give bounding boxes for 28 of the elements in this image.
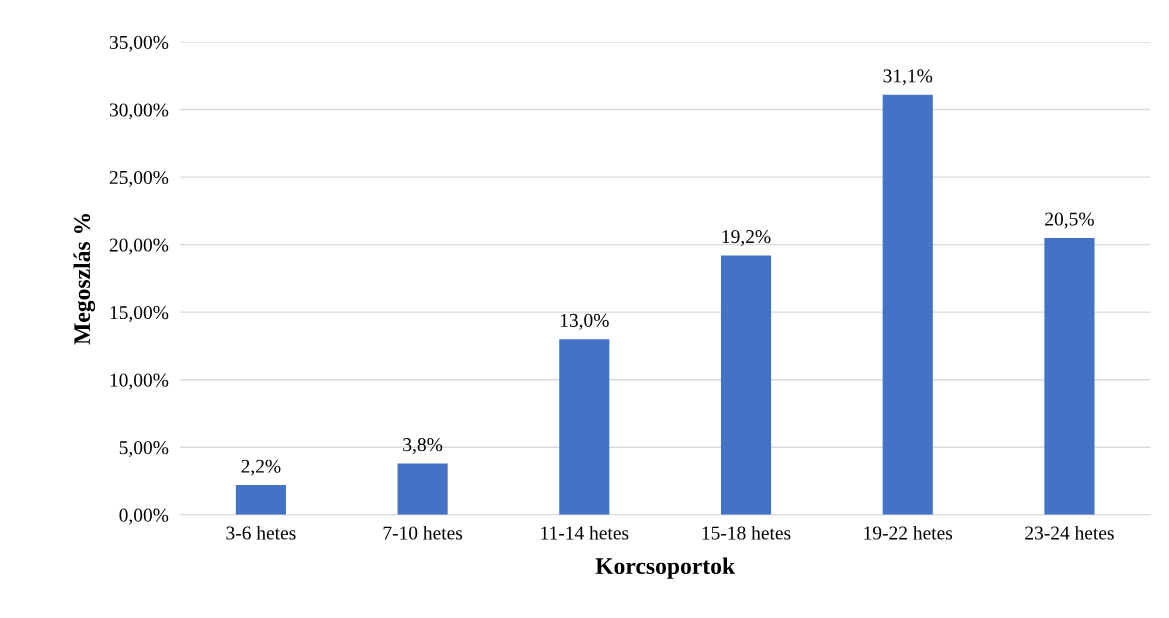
x-tick-label: 3-6 hetes xyxy=(226,525,296,540)
data-label: 31,1% xyxy=(883,69,933,86)
y-tick-label: 35,00% xyxy=(109,35,169,52)
x-tick-label: 11-14 hetes xyxy=(541,525,629,540)
x-tick-label: 15-18 hetes xyxy=(702,525,791,540)
y-tick-label: 15,00% xyxy=(110,305,169,322)
bar xyxy=(235,485,286,515)
x-tick-label: 19-22 hetes xyxy=(864,525,953,540)
y-tick-label: 25,00% xyxy=(109,170,169,187)
bar xyxy=(1044,237,1095,515)
bar xyxy=(882,94,933,515)
y-tick-label: 10,00% xyxy=(110,373,169,390)
data-label: 3,8% xyxy=(403,438,443,454)
x-axis-title: Korcsoportok xyxy=(595,557,736,579)
bar xyxy=(397,463,448,515)
y-axis-title: Megoszlás % xyxy=(73,214,96,345)
bar xyxy=(559,339,610,515)
data-label: 13,0% xyxy=(560,313,609,330)
data-label: 20,5% xyxy=(1045,212,1094,229)
y-tick-label: 30,00% xyxy=(109,103,169,120)
x-tick-label: 7-10 hetes xyxy=(383,525,463,540)
bar xyxy=(720,255,772,515)
data-label: 19,2% xyxy=(722,230,771,246)
y-tick-label: 5,00% xyxy=(119,441,169,457)
x-tick-label: 23-24 hetes xyxy=(1025,525,1114,540)
y-tick-label: 20,00% xyxy=(109,238,169,255)
data-label: 2,2% xyxy=(241,459,281,476)
y-tick-label: 0,00% xyxy=(119,508,169,525)
